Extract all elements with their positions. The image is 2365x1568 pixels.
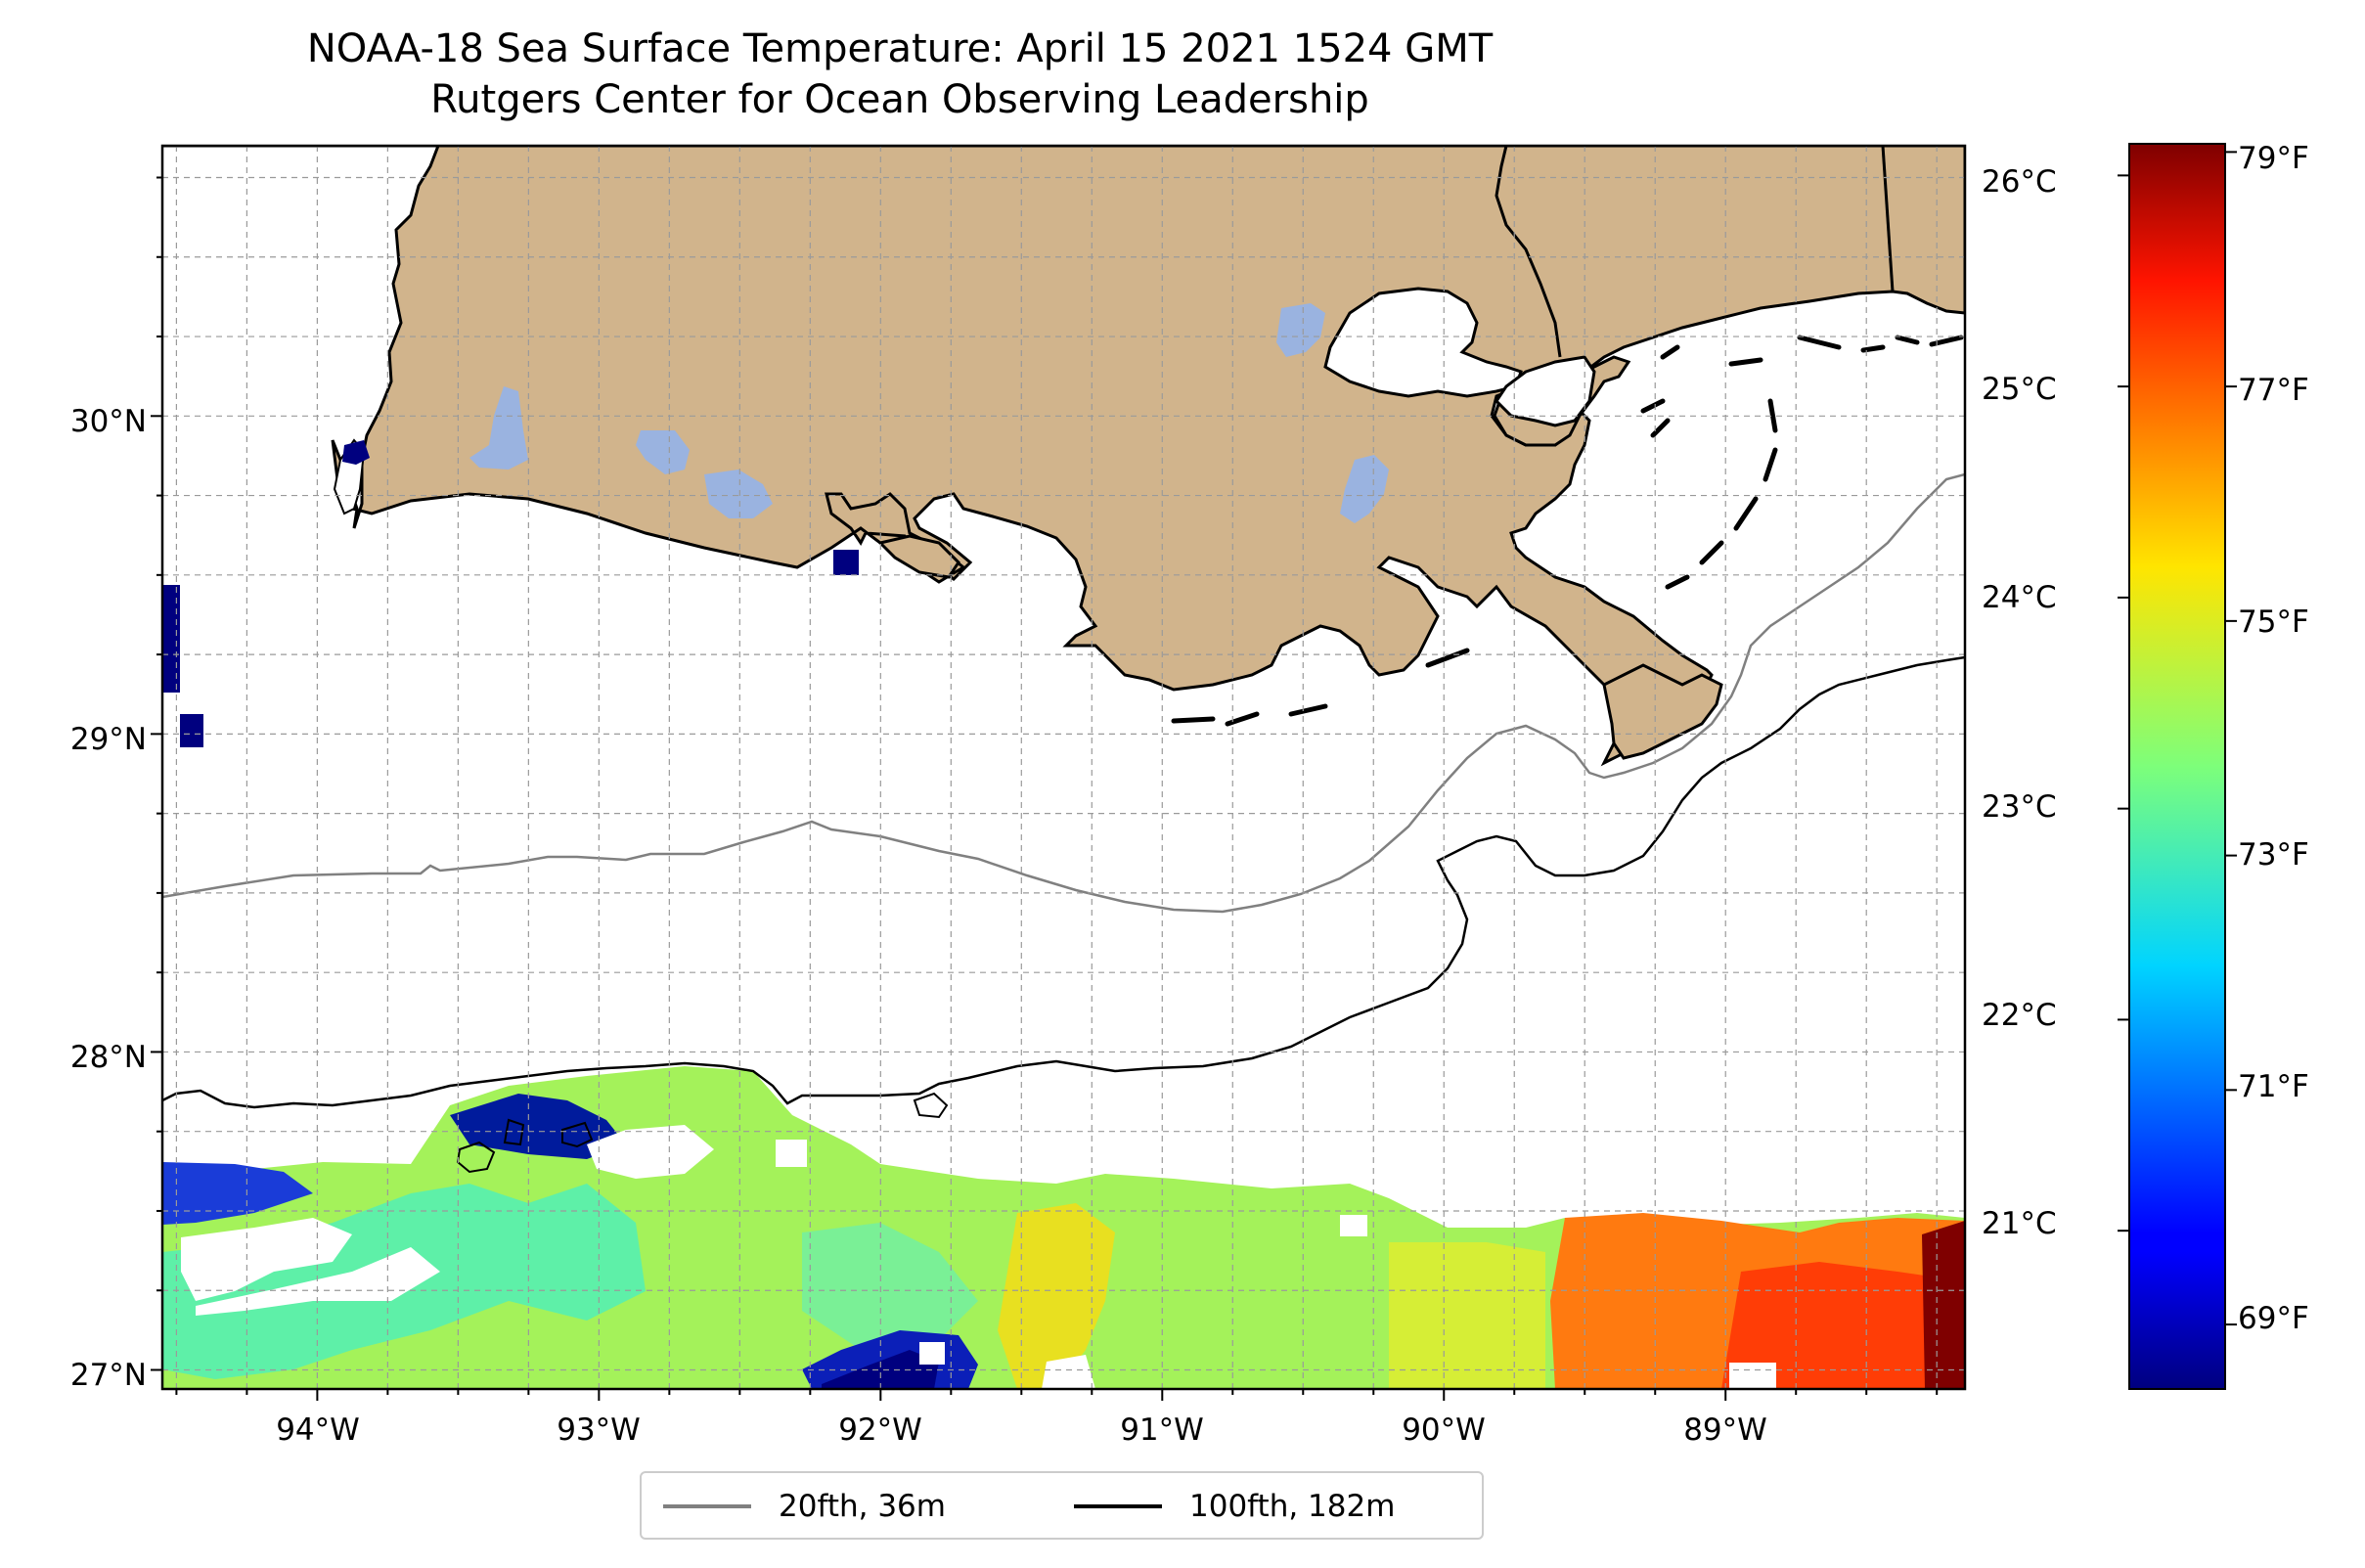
- colorbar-fahrenheit-label: 69°F: [2238, 1301, 2309, 1336]
- state-borders: [1495, 146, 1895, 358]
- sst-hot-patch: [1721, 1262, 1965, 1389]
- isobath-100fth-island: [561, 1121, 594, 1148]
- island: [1733, 496, 1759, 531]
- colorbar-fahrenheit-label: 75°F: [2238, 605, 2309, 640]
- sst-warm-patch: [1389, 1242, 1545, 1389]
- island: [1763, 447, 1778, 482]
- sst-hot-patch: [1922, 1221, 1965, 1389]
- island: [1660, 344, 1680, 360]
- sst-cold-patch: [450, 1094, 626, 1159]
- island: [1797, 335, 1842, 350]
- island: [1288, 703, 1328, 717]
- island: [1171, 716, 1216, 724]
- sst-cool-patch: [802, 1223, 978, 1350]
- legend-swatch-100fth: [1074, 1504, 1162, 1508]
- lat-tick-label: 29°N: [69, 722, 147, 757]
- cloud-gap: [919, 1342, 945, 1365]
- cloud-gap: [1340, 1215, 1367, 1236]
- water-bodies: [333, 287, 1596, 523]
- island: [1640, 398, 1666, 414]
- island: [1728, 357, 1763, 367]
- lake: [636, 430, 690, 474]
- sst-cold-patch: [822, 1350, 939, 1389]
- sst-cold-pixels: [180, 714, 203, 747]
- gridlines: [162, 146, 1965, 1389]
- lake-borgne: [1495, 355, 1596, 427]
- barrier-islands: [1171, 335, 1964, 727]
- colorbar-celsius-label: 26°C: [1982, 164, 2057, 200]
- cloud-gap: [181, 1218, 352, 1301]
- state-border: [1495, 146, 1562, 358]
- colorbar: [2118, 143, 2237, 1390]
- island: [1767, 398, 1778, 433]
- legend-label: 100fth, 182m: [1189, 1489, 1396, 1524]
- colorbar-celsius-label: 22°C: [1982, 998, 2057, 1033]
- lon-tick-label: 91°W: [1120, 1412, 1204, 1448]
- isobath-20fth: [162, 472, 1965, 914]
- sst-cold-pixels: [162, 585, 180, 693]
- colorbar-celsius-label: 25°C: [1982, 372, 2057, 407]
- lon-tick-label: 93°W: [557, 1412, 641, 1448]
- island: [1699, 540, 1724, 565]
- isobath-100fth-island: [503, 1118, 525, 1146]
- island: [1425, 648, 1470, 668]
- lake: [1276, 303, 1325, 357]
- island: [1665, 574, 1690, 590]
- chart-title: NOAA-18 Sea Surface Temperature: April 1…: [306, 26, 1494, 71]
- legend: 20fth, 36m 100fth, 182m: [640, 1471, 1484, 1540]
- colorbar-celsius-label: 23°C: [1982, 789, 2057, 825]
- map-frame: [160, 144, 1967, 1391]
- colorbar-fahrenheit-label: 79°F: [2238, 141, 2309, 176]
- cloud-gap: [196, 1247, 440, 1316]
- lat-tick-label: 27°N: [69, 1358, 147, 1393]
- state-border: [1881, 146, 1895, 292]
- lake: [469, 386, 528, 470]
- island: [1895, 335, 1920, 345]
- island: [1650, 418, 1671, 438]
- axis-ticks: [151, 176, 1939, 1401]
- lon-tick-label: 90°W: [1402, 1412, 1486, 1448]
- legend-swatch-20fth: [663, 1504, 751, 1508]
- sst-warm-patch: [998, 1203, 1115, 1389]
- lake: [704, 470, 773, 518]
- land-peninsula: [877, 534, 960, 579]
- lon-tick-label: 92°W: [838, 1412, 922, 1448]
- cloud-gap: [1729, 1363, 1776, 1389]
- island: [1225, 711, 1260, 727]
- legend-label: 20fth, 36m: [779, 1489, 946, 1524]
- lake: [1340, 455, 1389, 523]
- lon-tick-label: 94°W: [276, 1412, 360, 1448]
- cloud-gap: [587, 1125, 714, 1179]
- colorbar-ticks: [2118, 151, 2237, 1326]
- colorbar-celsius-label: 21°C: [1982, 1206, 2057, 1241]
- colorbar-gradient: [2128, 143, 2226, 1390]
- colorbar-fahrenheit-label: 77°F: [2238, 373, 2309, 408]
- chart-subtitle: Rutgers Center for Ocean Observing Leade…: [430, 77, 1369, 122]
- cloud-gap: [776, 1140, 807, 1167]
- sst-cold-patch: [162, 1162, 313, 1225]
- sst-cold-pixels: [833, 550, 859, 575]
- colorbar-fahrenheit-label: 73°F: [2238, 837, 2309, 873]
- lat-tick-label: 28°N: [69, 1040, 147, 1075]
- lat-tick-label: 30°N: [69, 404, 147, 439]
- cloud-gap: [1042, 1355, 1095, 1389]
- lake-pontchartrain: [1323, 287, 1523, 398]
- lon-tick-label: 89°W: [1683, 1412, 1767, 1448]
- isobath-100fth-island: [913, 1092, 949, 1119]
- colorbar-fahrenheit-label: 71°F: [2238, 1069, 2309, 1104]
- island: [1860, 344, 1886, 353]
- legend-entry: 20fth, 36m: [663, 1487, 946, 1526]
- legend-entry: 100fth, 182m: [1074, 1487, 1395, 1526]
- sabine-lake-pixels: [342, 440, 370, 465]
- land-marsh: [1602, 663, 1723, 760]
- colorbar-celsius-label: 24°C: [1982, 580, 2057, 615]
